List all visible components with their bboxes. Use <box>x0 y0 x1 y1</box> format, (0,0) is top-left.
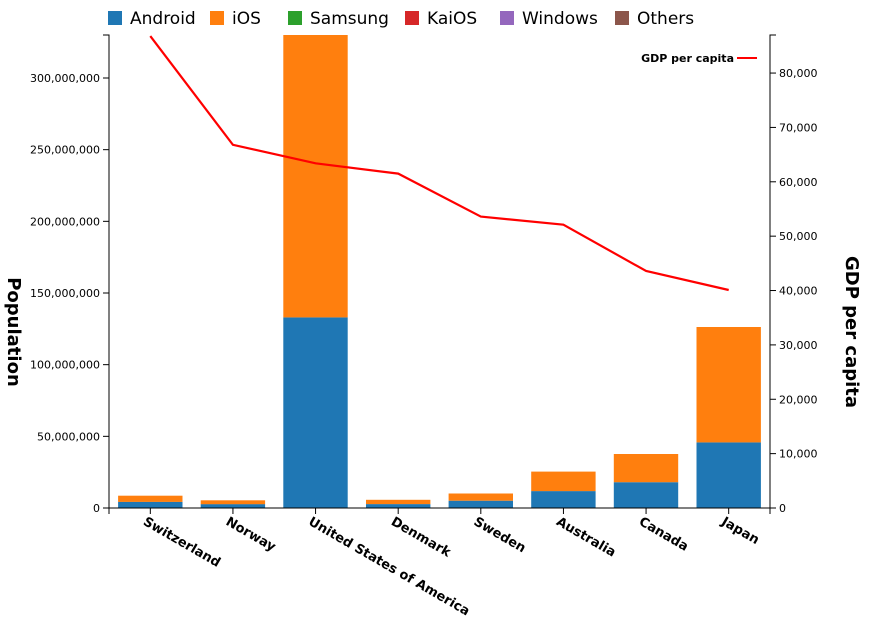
x-tick-label: Denmark <box>388 514 453 560</box>
x-tick: Japan <box>718 508 762 548</box>
x-tick: Norway <box>223 508 279 555</box>
legend-item-others: Others <box>615 9 694 29</box>
y-right-tick-label: 80,000 <box>779 67 818 80</box>
y-right-tick-label: 60,000 <box>779 176 818 189</box>
legend-swatch <box>288 11 302 25</box>
bar-android-3 <box>366 504 431 508</box>
gdp-line <box>149 35 729 292</box>
bar-ios-2 <box>283 35 348 318</box>
legend-swatch <box>405 11 419 25</box>
y-right-tick-label: 20,000 <box>779 393 818 406</box>
y-right-tick: 10,000 <box>770 448 818 461</box>
y-left-tick: 300,000,000 <box>30 72 109 85</box>
y-right-tick-label: 50,000 <box>779 230 818 243</box>
y-axis-left-title: Population <box>3 277 24 387</box>
x-tick: Denmark <box>388 508 453 561</box>
y-axis-right-line <box>769 34 776 509</box>
x-tick-label: United States of America <box>306 514 473 619</box>
y-right-tick: 80,000 <box>770 67 818 80</box>
bar-android-1 <box>200 504 266 508</box>
y-right-tick: 20,000 <box>770 393 818 406</box>
legend-item-kaios: KaiOS <box>405 9 477 29</box>
y-left-tick: 0 <box>93 502 109 515</box>
legend: Android iOS Samsung KaiOS Windows Others <box>108 9 694 29</box>
legend-label: Others <box>637 9 694 29</box>
bar-ios-1 <box>200 500 266 505</box>
x-tick: Switzerland <box>140 508 223 571</box>
y-left-tick: 50,000,000 <box>37 430 109 443</box>
x-tick: Canada <box>636 508 691 555</box>
legend-swatch <box>108 11 122 25</box>
legend-swatch <box>500 11 514 25</box>
bar-android-0 <box>118 501 183 508</box>
gdp-line-group <box>149 35 729 292</box>
y-right-tick-label: 0 <box>779 502 786 515</box>
line-legend-label: GDP per capita <box>641 52 734 65</box>
x-tick-label: Canada <box>636 514 691 554</box>
bar-ios-5 <box>531 471 596 492</box>
bar-ios-3 <box>366 499 431 505</box>
bar-ios-6 <box>613 454 679 483</box>
y-left-tick-label: 50,000,000 <box>37 430 100 443</box>
y-right-tick-label: 70,000 <box>779 121 818 134</box>
y-right-tick-label: 40,000 <box>779 285 818 298</box>
x-tick-label: Norway <box>223 514 279 555</box>
y-left-tick: 100,000,000 <box>30 359 109 372</box>
legend-label: Samsung <box>310 9 389 29</box>
y-right-tick: 60,000 <box>770 176 818 189</box>
bar-android-6 <box>613 482 679 508</box>
y-left-tick-label: 250,000,000 <box>30 144 100 157</box>
y-left-tick-label: 100,000,000 <box>30 359 100 372</box>
y-left-tick-label: 200,000,000 <box>30 215 100 228</box>
x-tick-label: Japan <box>718 514 762 548</box>
bar-android-7 <box>696 442 761 508</box>
bar-ios-4 <box>448 493 513 501</box>
line-legend: GDP per capita <box>641 52 757 65</box>
x-tick: Australia <box>553 508 618 561</box>
bar-android-5 <box>531 491 596 508</box>
legend-label: Android <box>130 9 196 29</box>
legend-swatch <box>615 11 629 25</box>
bar-ios-0 <box>118 495 183 502</box>
legend-item-windows: Windows <box>500 9 598 29</box>
y-left-tick-label: 150,000,000 <box>30 287 100 300</box>
y-right-tick: 70,000 <box>770 121 818 134</box>
y-axis-left-line <box>103 34 110 509</box>
legend-item-android: Android <box>108 9 196 29</box>
y-axis-left: 0 50,000,000 100,000,000 150,000,000 200,000… <box>30 34 110 515</box>
y-left-tick-label: 0 <box>93 502 100 515</box>
legend-swatch <box>210 11 224 25</box>
x-tick-label: Sweden <box>471 514 528 556</box>
legend-label: iOS <box>232 9 261 29</box>
x-tick-label: Australia <box>553 514 618 560</box>
legend-item-samsung: Samsung <box>288 9 389 29</box>
bar-android-2 <box>283 317 348 508</box>
y-axis-right-title: GDP per capita <box>841 256 862 408</box>
y-left-tick: 250,000,000 <box>30 144 109 157</box>
y-left-tick-label: 300,000,000 <box>30 72 100 85</box>
bar-ios-7 <box>696 327 761 443</box>
x-axis: Switzerland Norway United States of Americ… <box>108 507 771 619</box>
y-right-tick: 30,000 <box>770 339 818 352</box>
y-left-tick: 150,000,000 <box>30 287 109 300</box>
x-tick-label: Switzerland <box>140 514 223 570</box>
bar-android-4 <box>448 500 513 508</box>
x-tick: Sweden <box>471 508 528 556</box>
y-right-tick-label: 30,000 <box>779 339 818 352</box>
bars <box>118 35 761 508</box>
y-right-tick: 50,000 <box>770 230 818 243</box>
legend-label: Windows <box>522 9 598 29</box>
y-right-tick-label: 10,000 <box>779 448 818 461</box>
y-left-tick: 200,000,000 <box>30 215 109 228</box>
y-right-tick: 0 <box>770 502 786 515</box>
y-axis-right: 0 10,000 20,000 30,000 40,000 50,000 60,000 70,… <box>769 34 818 515</box>
y-right-tick: 40,000 <box>770 285 818 298</box>
x-axis-line <box>108 507 771 514</box>
legend-item-ios: iOS <box>210 9 261 29</box>
legend-label: KaiOS <box>427 9 477 29</box>
